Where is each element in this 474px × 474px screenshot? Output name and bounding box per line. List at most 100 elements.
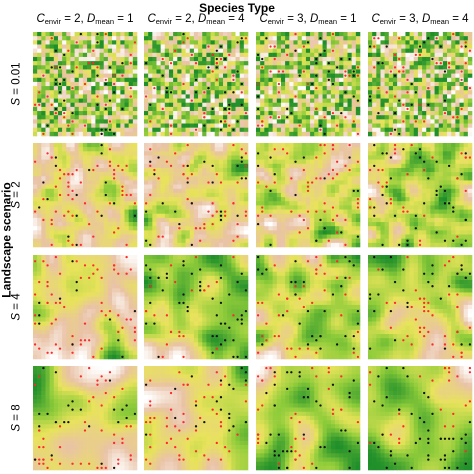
heatmap-cell bbox=[66, 131, 71, 137]
heatmap-cell bbox=[198, 209, 203, 215]
heatmap-cell bbox=[66, 40, 71, 45]
heatmap-cell bbox=[451, 81, 456, 87]
heatmap-cell bbox=[264, 48, 269, 54]
heatmap-cell bbox=[326, 155, 332, 160]
heatmap-cell bbox=[401, 123, 406, 128]
heatmap-cell bbox=[112, 197, 117, 202]
heatmap-cell bbox=[459, 61, 464, 66]
heatmap-cell bbox=[70, 48, 75, 54]
heatmap-cell bbox=[128, 163, 134, 169]
heatmap-cell bbox=[322, 106, 328, 112]
heatmap-cell bbox=[326, 176, 332, 181]
heatmap-cell bbox=[82, 61, 88, 66]
heatmap-cell bbox=[276, 180, 282, 185]
heatmap-cell bbox=[82, 106, 88, 112]
heatmap-cell bbox=[310, 131, 315, 137]
heatmap-cell bbox=[256, 69, 261, 74]
heatmap-cell bbox=[57, 197, 63, 202]
heatmap-cell bbox=[57, 238, 63, 244]
heatmap-cell bbox=[256, 147, 261, 152]
heatmap-cell bbox=[368, 56, 373, 62]
heatmap-cell bbox=[227, 115, 232, 120]
empty-point bbox=[315, 210, 318, 213]
heatmap-cell bbox=[310, 201, 315, 206]
heatmap-cell bbox=[243, 48, 249, 54]
heatmap-cell bbox=[239, 119, 245, 124]
heatmap-cell bbox=[326, 180, 332, 185]
heatmap-cell bbox=[347, 61, 352, 66]
heatmap-cell bbox=[223, 73, 228, 79]
heatmap-cell bbox=[74, 197, 80, 202]
heatmap-cell bbox=[322, 98, 328, 104]
empty-point bbox=[294, 32, 297, 36]
heatmap-cell bbox=[103, 119, 109, 124]
heatmap-cell bbox=[314, 159, 319, 165]
heatmap-cell bbox=[41, 77, 46, 83]
heatmap-cell bbox=[57, 106, 63, 112]
heatmap-cell bbox=[78, 184, 84, 190]
heatmap-cell bbox=[74, 32, 80, 37]
heatmap-cell bbox=[193, 131, 199, 137]
heatmap-cell bbox=[223, 44, 228, 49]
heatmap-cell bbox=[87, 98, 92, 104]
heatmap-cell bbox=[87, 94, 92, 99]
heatmap-cell bbox=[78, 209, 84, 215]
heatmap-cell bbox=[198, 65, 203, 70]
heatmap-cell bbox=[447, 115, 452, 120]
heatmap-cell bbox=[189, 143, 195, 148]
heatmap-cell bbox=[442, 147, 448, 152]
heatmap-cell bbox=[451, 86, 456, 91]
heatmap-cell bbox=[447, 40, 452, 45]
heatmap-cell bbox=[260, 147, 265, 152]
heatmap-cell bbox=[314, 127, 319, 133]
heatmap-cell bbox=[173, 230, 178, 235]
heatmap-cell bbox=[74, 56, 80, 62]
heatmap-cell bbox=[442, 52, 448, 58]
heatmap-cell bbox=[235, 98, 240, 104]
heatmap-cell bbox=[264, 65, 269, 70]
heatmap-cell bbox=[376, 106, 381, 112]
heatmap-cell bbox=[260, 115, 265, 120]
empty-point bbox=[435, 37, 438, 40]
heatmap-cell bbox=[347, 147, 352, 152]
heatmap-cell bbox=[173, 176, 178, 181]
empty-point bbox=[443, 111, 447, 115]
heatmap-cell bbox=[318, 131, 323, 137]
heatmap-cell bbox=[243, 222, 249, 227]
heatmap-cell bbox=[91, 217, 96, 223]
heatmap-cell bbox=[218, 238, 224, 244]
heatmap-cell bbox=[401, 106, 406, 112]
heatmap-cell bbox=[289, 48, 294, 54]
empty-point bbox=[356, 202, 360, 205]
heatmap-cell bbox=[239, 131, 245, 137]
heatmap-cell bbox=[87, 73, 92, 79]
empty-point bbox=[352, 120, 355, 123]
heatmap-cell bbox=[87, 238, 92, 244]
heatmap-cell bbox=[276, 73, 282, 79]
heatmap-cell bbox=[310, 222, 315, 227]
heatmap-cell bbox=[82, 167, 88, 173]
heatmap-cell bbox=[116, 36, 121, 41]
heatmap-cell bbox=[210, 234, 216, 239]
heatmap-cell bbox=[45, 127, 50, 133]
heatmap-cell bbox=[397, 151, 402, 156]
heatmap-cell bbox=[401, 151, 406, 156]
heatmap-cell bbox=[116, 201, 121, 206]
heatmap-cell bbox=[210, 209, 216, 215]
empty-point bbox=[199, 239, 202, 242]
heatmap-cell bbox=[231, 209, 236, 215]
heatmap-cell bbox=[368, 73, 373, 79]
heatmap-cell bbox=[310, 205, 315, 210]
empty-point bbox=[194, 62, 198, 65]
heatmap-cell bbox=[409, 52, 415, 58]
heatmap-cell bbox=[181, 188, 186, 194]
heatmap-cell bbox=[326, 48, 332, 54]
heatmap-cell bbox=[430, 40, 435, 45]
heatmap-cell bbox=[343, 184, 348, 190]
heatmap-cell bbox=[442, 48, 448, 54]
heatmap-cell bbox=[124, 115, 129, 120]
heatmap-cell bbox=[268, 184, 273, 190]
heatmap-cell bbox=[314, 222, 319, 227]
heatmap-cell bbox=[112, 102, 117, 108]
heatmap-cell bbox=[430, 151, 435, 156]
